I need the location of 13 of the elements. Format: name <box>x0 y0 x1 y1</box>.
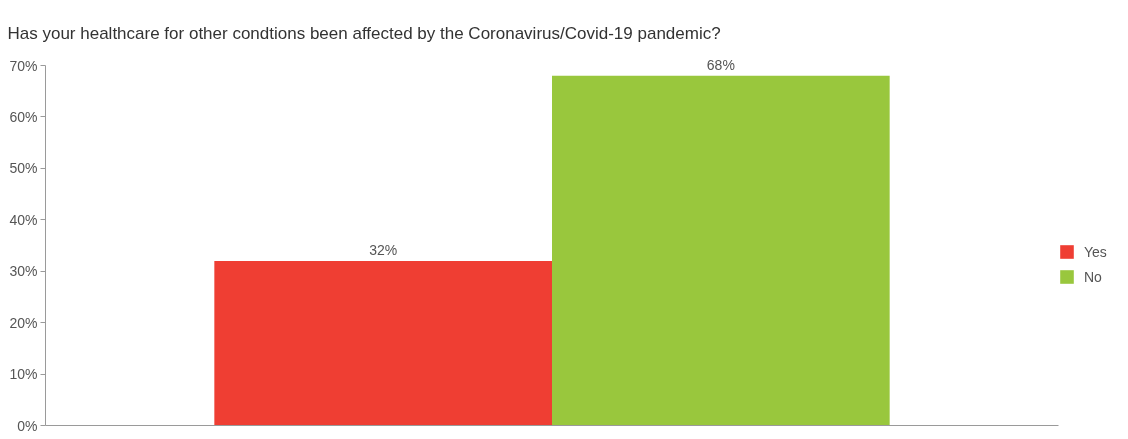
y-tick-label: 0% <box>17 417 38 434</box>
y-tick-label: 10% <box>9 366 38 383</box>
y-tick-label: 60% <box>9 108 38 125</box>
legend-label: Yes <box>1084 243 1108 260</box>
chart-title: Has your healthcare for other condtions been affected by the Coronavirus/Covid-19 pandemic? <box>7 23 721 43</box>
y-tick-label: 40% <box>9 211 38 228</box>
y-tick-label: 30% <box>9 263 38 280</box>
y-tick-label: 70% <box>9 57 38 74</box>
y-tick-label: 50% <box>9 160 38 177</box>
data-label: 68% <box>706 56 735 73</box>
data-label: 32% <box>369 241 398 258</box>
legend-label: No <box>1084 268 1103 285</box>
y-tick-label: 20% <box>9 314 38 331</box>
